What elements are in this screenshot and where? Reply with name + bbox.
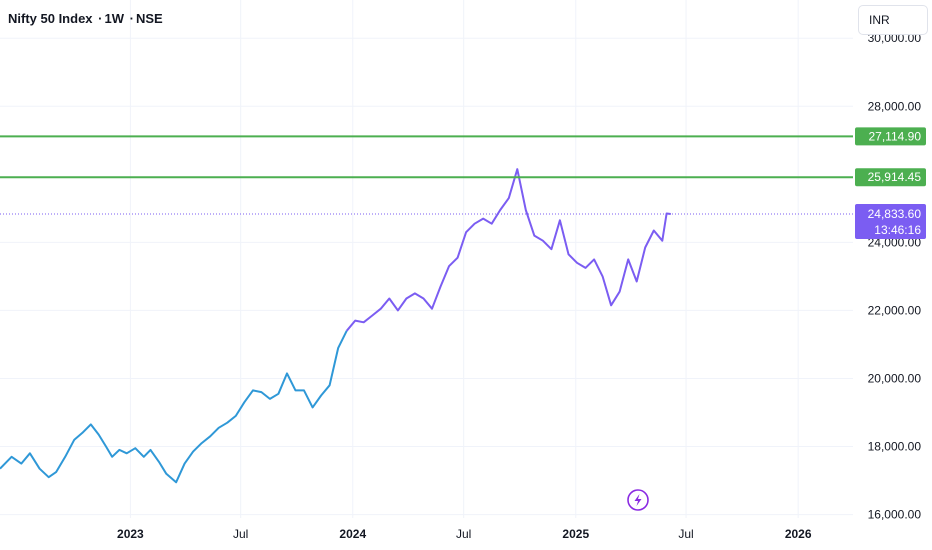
interval-label: 1W xyxy=(104,11,125,26)
price-tags: 27,114.90 25,914.45 24,833.60 13:46:16 xyxy=(855,127,926,240)
x-tick-label: 2023 xyxy=(117,527,144,541)
x-tick-label: Jul xyxy=(678,527,693,541)
price-line-late xyxy=(345,168,671,332)
currency-button[interactable]: INR xyxy=(858,5,928,35)
x-tick-label: 2024 xyxy=(339,527,366,541)
title-separator: · xyxy=(98,11,103,26)
level-price-label: 27,114.90 xyxy=(869,129,922,143)
bar-countdown-label: 13:46:16 xyxy=(874,223,921,237)
level-price-tag xyxy=(855,127,926,146)
x-tick-label: Jul xyxy=(233,527,248,541)
level-price-tag xyxy=(855,168,926,187)
x-tick-label: Jul xyxy=(456,527,471,541)
y-tick-label: 22,000.00 xyxy=(868,303,922,317)
x-tick-label: 2025 xyxy=(562,527,589,541)
exchange-label: NSE xyxy=(135,11,163,26)
price-series xyxy=(0,168,853,484)
time-axis[interactable]: 2023 Jul 2024 Jul 2025 Jul 2026 xyxy=(117,527,812,541)
last-price-label: 24,833.60 xyxy=(868,207,922,221)
last-price-tag xyxy=(855,204,926,240)
symbol-name: Nifty 50 Index xyxy=(8,11,93,26)
horizontal-levels[interactable] xyxy=(0,135,853,179)
x-tick-label: 2026 xyxy=(785,527,812,541)
y-tick-label: 16,000.00 xyxy=(868,508,922,522)
y-tick-label: 20,000.00 xyxy=(868,371,922,385)
price-line-early xyxy=(0,330,348,484)
chart-title[interactable]: Nifty 50 Index · 1W · NSE xyxy=(8,11,163,26)
flash-icon[interactable] xyxy=(627,489,649,511)
price-axis[interactable]: 16,000.0018,000.0020,000.0022,000.0024,0… xyxy=(868,31,922,521)
chart-grid xyxy=(0,0,853,518)
level-price-label: 25,914.45 xyxy=(868,170,922,184)
y-tick-label: 18,000.00 xyxy=(868,440,922,454)
title-separator: · xyxy=(129,11,134,26)
y-tick-label: 28,000.00 xyxy=(868,99,922,113)
